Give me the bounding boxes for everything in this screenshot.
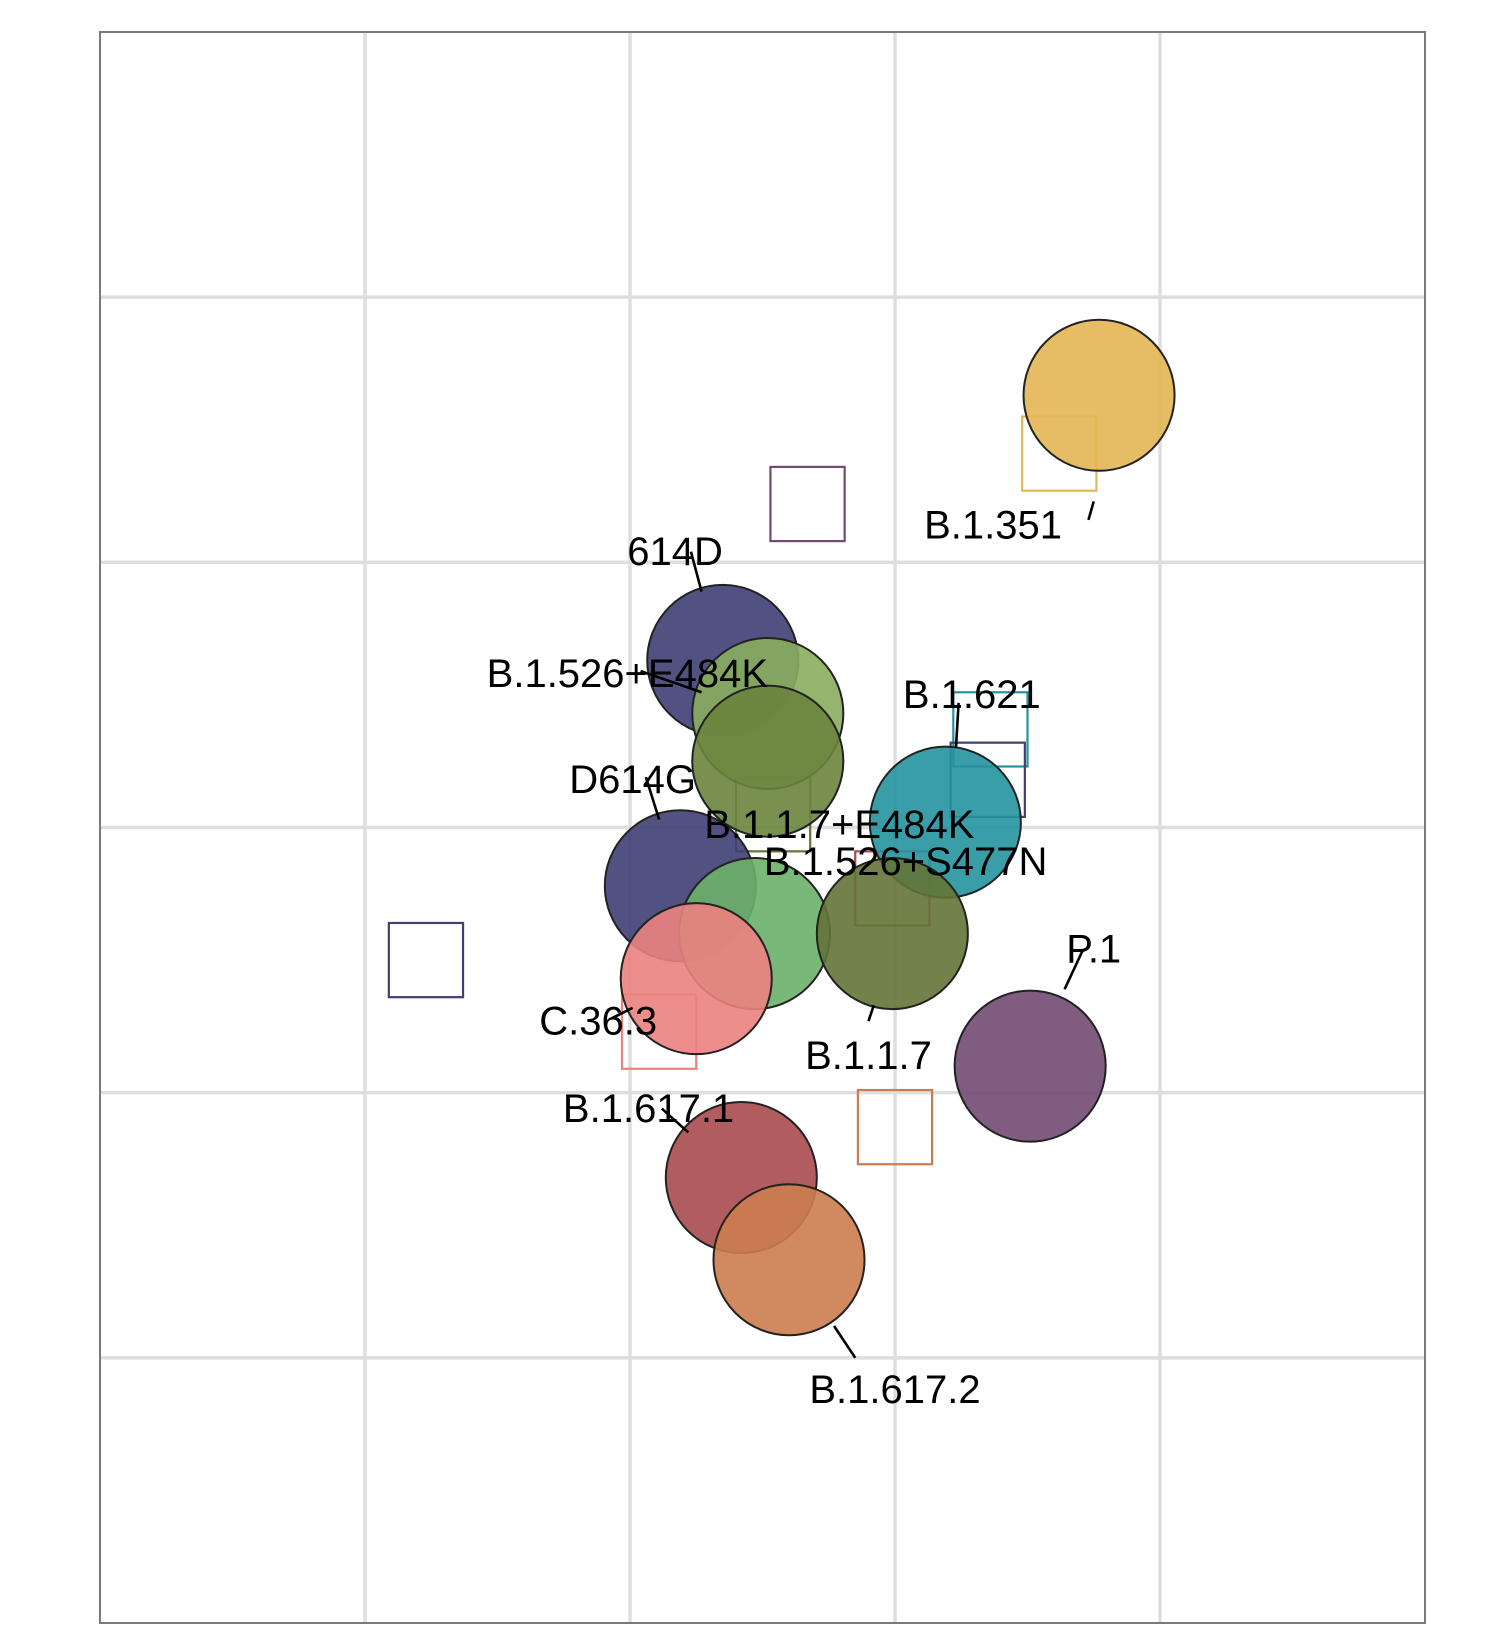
label-leader-line <box>610 1006 634 1020</box>
label-leader-line <box>660 1107 690 1134</box>
point-label: B.1.526+S477N <box>764 840 1048 884</box>
point-label: C.36.3 <box>539 999 657 1043</box>
point-label: B.1.617.1 <box>563 1087 734 1131</box>
label-leader-line <box>644 776 661 820</box>
label-leader-line <box>867 1004 876 1022</box>
label-leader-line <box>640 669 702 694</box>
label-leader-lines <box>610 500 1096 1359</box>
point-label: B.1.1.7 <box>805 1034 932 1078</box>
antigen-points <box>603 318 1176 1337</box>
point-label: P.1 <box>1066 928 1121 972</box>
antigen-point <box>712 1183 866 1337</box>
point-label: D614G <box>569 758 696 802</box>
label-leader-line <box>954 702 960 749</box>
label-leader-line <box>689 551 703 592</box>
point-label: 614D <box>627 530 723 574</box>
point-label: B.1.1.7+E484K <box>704 803 975 847</box>
antigen-point <box>691 684 845 838</box>
antigen-point <box>953 989 1107 1143</box>
label-leader-line <box>1063 948 1085 990</box>
serum-point <box>387 921 465 999</box>
antigen-point <box>1022 318 1176 472</box>
label-leader-line <box>1087 500 1096 521</box>
antigen-point <box>619 902 773 1056</box>
point-label: B.1.621 <box>903 673 1041 717</box>
point-label: B.1.526+E484K <box>487 652 769 696</box>
point-label: B.1.617.2 <box>809 1368 980 1412</box>
antigen-point <box>815 857 969 1011</box>
label-leader-line <box>832 1325 857 1359</box>
serum-point <box>856 1088 934 1166</box>
serum-point <box>769 465 846 543</box>
point-label: B.1.351 <box>924 503 1062 547</box>
plot-frame <box>99 31 1426 1624</box>
